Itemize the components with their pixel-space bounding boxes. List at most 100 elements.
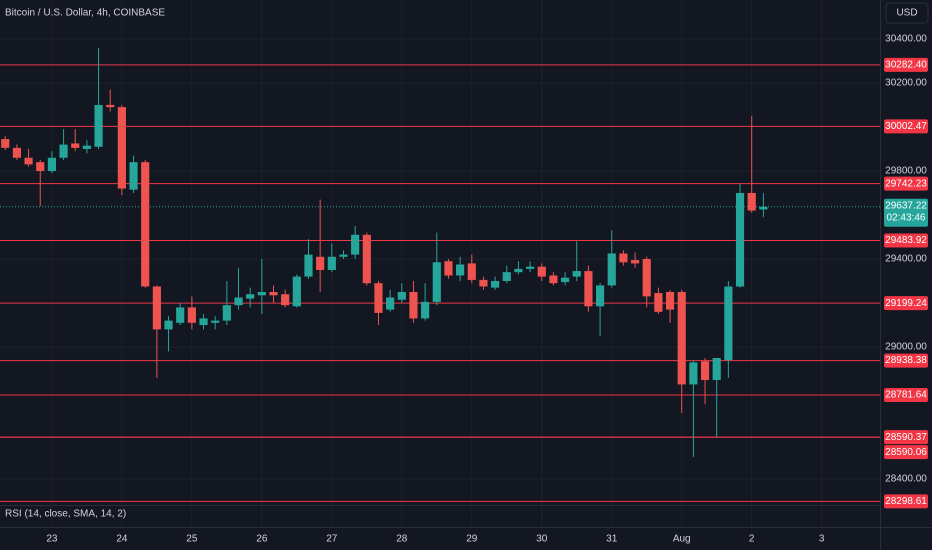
- level-label-box: [884, 119, 928, 134]
- candle-body: [735, 192, 745, 287]
- level-label-box: [884, 57, 928, 72]
- level-label-box: [884, 445, 928, 460]
- candle-body: [549, 275, 558, 284]
- candle-body: [152, 286, 161, 330]
- candle-body: [176, 307, 185, 323]
- y-tick-label: 30400.00: [885, 34, 927, 45]
- candle-body: [491, 280, 500, 288]
- candle-body: [467, 263, 476, 280]
- level-label-box: [884, 353, 928, 368]
- level-label: 28298.61: [885, 496, 927, 507]
- candle-body: [316, 256, 325, 270]
- x-tick-label: 30: [536, 534, 548, 545]
- candle-body: [724, 286, 733, 361]
- candle-body: [526, 266, 535, 269]
- candle-body: [246, 294, 255, 299]
- candle-body: [59, 144, 68, 158]
- level-label-box: [884, 430, 928, 445]
- candle-body: [421, 301, 430, 319]
- candle-body: [700, 361, 710, 381]
- level-label: 29742.23: [885, 178, 927, 189]
- y-tick-label: 30200.00: [885, 78, 927, 89]
- candle-body: [677, 291, 686, 385]
- candle-body: [106, 104, 115, 108]
- candle-body: [712, 358, 721, 381]
- candle-body: [257, 291, 266, 296]
- candle-body: [514, 268, 523, 273]
- candle-body: [281, 294, 290, 306]
- x-tick-label: 26: [256, 534, 268, 545]
- candle-body: [292, 276, 301, 307]
- candle-body: [82, 145, 91, 149]
- candle-body: [222, 305, 231, 321]
- x-tick-label: 2: [749, 534, 755, 545]
- candle-body: [94, 104, 103, 147]
- level-label: 30002.47: [885, 121, 927, 132]
- chart-title: Bitcoin / U.S. Dollar, 4h, COINBASE: [5, 8, 165, 19]
- candle-body: [1, 139, 10, 148]
- candle-body: [269, 291, 278, 296]
- candle-body: [129, 162, 138, 190]
- level-label-box: [884, 176, 928, 191]
- candle-body: [386, 297, 395, 310]
- candle-body: [187, 307, 196, 323]
- candle-body: [444, 261, 453, 276]
- last-price-label: 29637.22: [885, 200, 927, 211]
- candle-body: [339, 254, 348, 257]
- candle-body: [141, 162, 150, 287]
- countdown: 02:43:46: [887, 212, 926, 223]
- x-tick-label: 23: [46, 534, 58, 545]
- x-tick-label: 25: [186, 534, 198, 545]
- level-label-box: [884, 233, 928, 248]
- x-tick-label: 28: [396, 534, 408, 545]
- candle-body: [199, 318, 208, 326]
- y-tick-label: 29400.00: [885, 254, 927, 265]
- candle-body: [654, 293, 663, 312]
- x-tick-label: 29: [466, 534, 478, 545]
- level-label-box: [884, 296, 928, 311]
- candle-body: [619, 253, 628, 263]
- candle-body: [71, 143, 80, 148]
- candle-body: [234, 297, 243, 306]
- candle-body: [630, 260, 640, 264]
- candle-body: [607, 253, 616, 286]
- candle-body: [665, 291, 675, 310]
- x-tick-label: 31: [606, 534, 618, 545]
- candle-body: [432, 262, 441, 302]
- currency-button[interactable]: [885, 2, 929, 24]
- y-tick-label: 28400.00: [885, 474, 927, 485]
- candle-body: [595, 285, 605, 307]
- y-tick-label: 29000.00: [885, 342, 927, 353]
- currency[interactable]: USD: [896, 8, 917, 19]
- candle-body: [584, 271, 593, 307]
- level-label: 28590.37: [885, 432, 927, 443]
- candle-body: [642, 258, 651, 297]
- candle-body: [409, 291, 418, 319]
- x-tick-label: 27: [326, 534, 338, 545]
- x-tick-label: 24: [116, 534, 128, 545]
- candle-body: [211, 320, 220, 323]
- candle-body: [164, 320, 173, 330]
- x-tick-label: Aug: [673, 534, 691, 545]
- candle-body: [397, 291, 406, 300]
- y-tick-label: 29800.00: [885, 166, 927, 177]
- candle-body: [572, 271, 581, 277]
- candle-body: [561, 277, 570, 283]
- candle-body: [456, 264, 465, 276]
- level-label: 30282.40: [885, 59, 927, 70]
- last-price-box: [884, 198, 928, 227]
- level-label-box: [884, 388, 928, 403]
- level-label: 28781.64: [885, 390, 927, 401]
- level-label: 28938.38: [885, 355, 927, 366]
- candle-body: [12, 147, 21, 158]
- candle-body: [537, 266, 546, 277]
- candle-body: [374, 283, 383, 313]
- candle-body: [479, 279, 488, 287]
- level-label: 29199.24: [885, 298, 927, 309]
- indicator-label: RSI (14, close, SMA, 14, 2): [5, 509, 126, 520]
- candle-body: [327, 256, 336, 270]
- candle-body: [24, 157, 33, 165]
- candle-body: [117, 107, 126, 189]
